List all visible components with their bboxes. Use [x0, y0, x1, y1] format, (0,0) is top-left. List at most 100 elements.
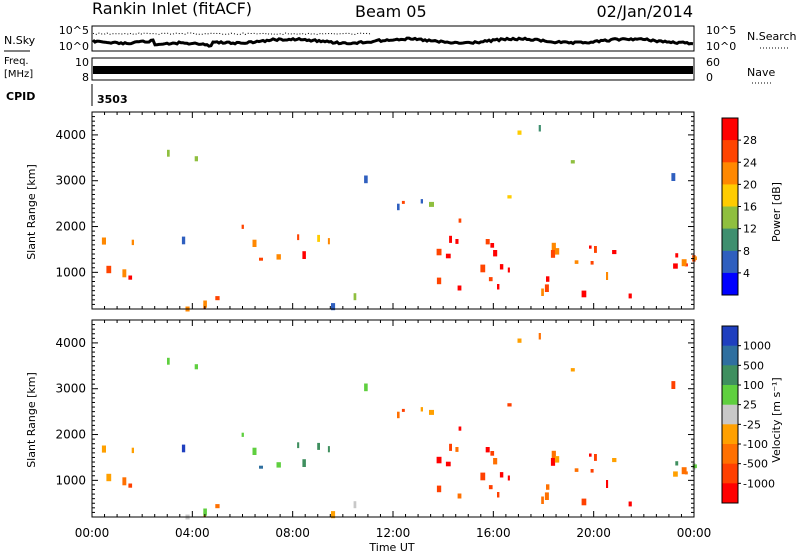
power-cell	[420, 199, 423, 204]
power-cell	[574, 260, 579, 264]
colorbar-swatch	[722, 424, 738, 445]
velocity-cell	[252, 447, 257, 455]
velocity-cell	[122, 477, 127, 486]
y-tick-label: 3000	[55, 174, 86, 188]
velocity-cell	[276, 462, 281, 468]
freq-panel-frame	[91, 57, 695, 81]
velocity-cell	[420, 407, 423, 412]
y-tick-label: 4000	[55, 336, 86, 350]
power-cell	[485, 239, 490, 245]
cpid-label: CPID	[6, 90, 35, 103]
power-cell	[122, 269, 127, 278]
power-cell	[194, 156, 198, 162]
power-cell	[589, 245, 592, 249]
power-cell	[302, 251, 306, 259]
power-cell	[101, 237, 106, 245]
nave-tick-lo: 0	[706, 71, 713, 84]
y-tick-label: 2000	[55, 220, 86, 234]
power-cell	[673, 263, 678, 269]
power-cell	[457, 285, 462, 291]
x-tick-label: 20:00	[576, 526, 611, 540]
colorbar-tick-label: 1000	[743, 340, 771, 353]
power-cell	[692, 256, 697, 261]
velocity-cell	[106, 473, 112, 482]
power-cell	[252, 239, 257, 247]
velocity-cell	[493, 458, 498, 465]
power-cell	[276, 254, 281, 260]
cpid-value: 3503	[97, 93, 128, 106]
colorbar-tick-label: 12	[743, 223, 757, 236]
power-cell	[490, 243, 495, 248]
velocity-cell	[436, 456, 442, 464]
velocity-cell	[551, 450, 556, 459]
velocity-cell	[581, 498, 587, 506]
velocity-cell	[594, 454, 597, 461]
velocity-axis-ticks: 1000 2000 3000 4000	[55, 319, 695, 518]
power-cell	[436, 248, 442, 256]
velocity-cell	[457, 493, 462, 499]
colorbar-swatch	[722, 140, 738, 163]
colorbar-swatch	[722, 444, 738, 465]
power-colorbar-label: Power [dB]	[770, 182, 783, 242]
colorbar-swatch	[722, 483, 738, 504]
x-axis-label: Time UT	[368, 541, 414, 554]
nave-tick-hi: 60	[706, 56, 720, 69]
x-tick-label: 00:00	[75, 526, 110, 540]
power-cell	[397, 203, 400, 211]
velocity-cell	[485, 447, 490, 453]
y-tick-label: 1000	[55, 265, 86, 279]
power-cell	[458, 218, 462, 223]
power-cell	[628, 293, 632, 299]
power-cell	[131, 239, 134, 246]
colorbar-tick-label: -1000	[743, 477, 775, 490]
velocity-cell	[429, 409, 434, 415]
y-tick-label: 4000	[55, 128, 86, 142]
velocity-cell	[194, 364, 198, 370]
velocity-cell	[131, 447, 134, 454]
power-cell	[401, 200, 405, 204]
power-cell	[499, 264, 504, 270]
power-cell	[445, 253, 451, 259]
velocity-cell	[241, 432, 244, 437]
x-tick-label: 00:00	[677, 526, 712, 540]
x-tick-labels: 00:00 04:00 08:00 12:00 16:00 20:00 00:00	[75, 526, 712, 540]
velocity-cell	[327, 446, 330, 453]
velocity-cell	[570, 368, 575, 372]
velocity-cell	[488, 485, 493, 490]
colorbar-swatch	[722, 345, 738, 366]
power-cell	[436, 277, 442, 285]
velocity-cell	[128, 483, 133, 488]
colorbar-tick-label: -100	[743, 438, 768, 451]
velocity-cell	[101, 445, 106, 453]
velocity-cell	[203, 508, 207, 516]
velocity-cell	[589, 453, 592, 457]
colorbar-tick-label: 500	[743, 359, 764, 372]
velocity-cell	[353, 501, 357, 509]
colorbar-swatch	[722, 463, 738, 484]
power-cell	[554, 248, 560, 255]
colorbar-frame	[721, 325, 739, 504]
power-cell	[215, 296, 220, 301]
colorbar-tick-label: 4	[743, 267, 750, 280]
colorbar-swatch	[722, 385, 738, 406]
power-cell	[675, 253, 679, 258]
colorbar-tick-label: -25	[743, 418, 761, 431]
nsky-panel-frame	[91, 25, 695, 52]
power-panel-frame	[91, 111, 695, 310]
colorbar-tick-label: 25	[743, 399, 757, 412]
colorbar-swatch	[722, 118, 738, 141]
nsky-tick-lo: 10^0	[59, 40, 89, 53]
power-cell	[128, 275, 133, 280]
power-cell	[364, 175, 368, 184]
power-cell	[507, 267, 510, 273]
velocity-cell	[215, 504, 220, 509]
power-cell	[488, 277, 493, 282]
power-cell	[259, 257, 263, 261]
power-cell	[297, 234, 300, 241]
power-cell	[181, 236, 186, 245]
velocity-cell	[181, 444, 186, 453]
power-cell	[551, 242, 556, 251]
power-cell	[241, 224, 244, 229]
power-axis-ticks: 1000 2000 3000 4000	[55, 111, 695, 310]
beam-label: Beam 05	[355, 2, 427, 21]
